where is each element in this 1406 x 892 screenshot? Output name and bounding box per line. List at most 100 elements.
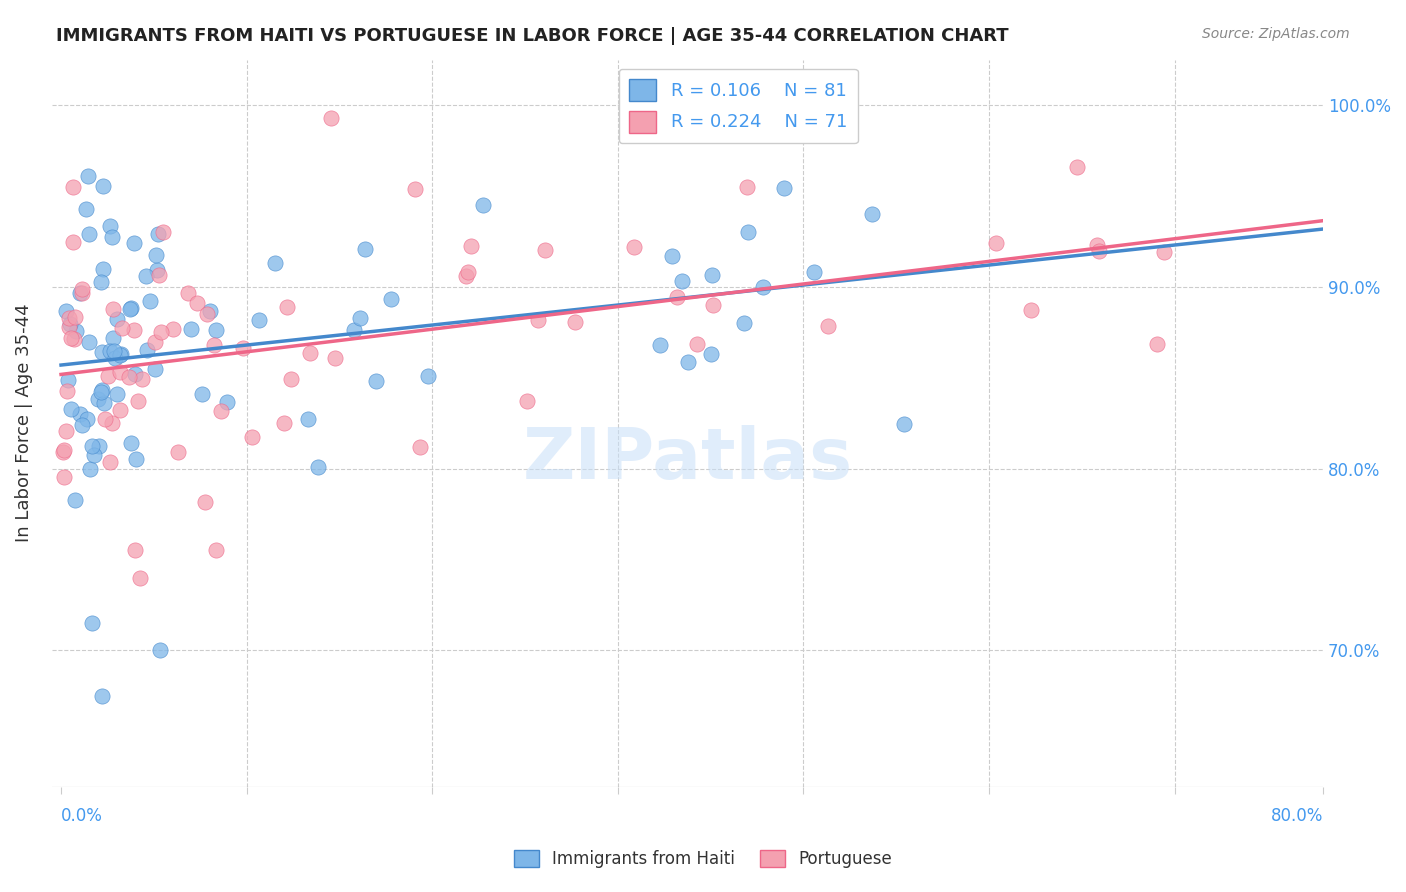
Point [209,403,232,417]
Point [110,365,132,379]
Point [217,395,239,409]
Point [648,338,671,352]
Point [138,293,160,308]
Point [91,178,114,193]
Point [124,367,146,381]
Point [343,323,366,337]
Point [893,417,915,431]
Point [1021,303,1043,318]
Point [817,318,839,333]
Point [247,313,270,327]
Point [55,424,77,438]
Point [58,319,80,334]
Point [65,324,87,338]
Point [77,169,100,183]
Point [280,372,302,386]
Point [122,235,145,250]
Point [737,180,759,194]
Point [146,227,169,241]
Point [699,347,721,361]
Point [82,439,104,453]
Point [180,321,202,335]
Point [58,373,80,387]
Point [97,368,120,383]
Point [564,315,586,329]
Point [69,407,91,421]
Point [72,282,94,296]
Point [145,248,167,262]
Point [124,543,146,558]
Point [534,243,557,257]
Point [135,343,157,358]
Point [75,202,97,216]
Point [186,296,208,310]
Point [101,331,124,345]
Point [59,317,82,331]
Point [1066,160,1088,174]
Point [860,207,883,221]
Point [232,341,254,355]
Point [145,263,167,277]
Point [167,444,190,458]
Point [409,440,432,454]
Text: 80.0%: 80.0% [1271,806,1323,824]
Point [79,227,101,241]
Point [152,225,174,239]
Point [69,285,91,300]
Point [105,386,128,401]
Point [108,348,131,362]
Point [60,331,83,345]
Point [986,236,1008,251]
Point [752,280,775,294]
Point [87,392,110,407]
Point [803,265,825,279]
Point [93,395,115,409]
Point [100,230,122,244]
Point [200,303,222,318]
Point [79,461,101,475]
Point [87,439,110,453]
Point [297,412,319,426]
Point [65,492,87,507]
Point [457,265,479,279]
Point [671,274,693,288]
Point [702,268,724,282]
Point [70,286,93,301]
Point [349,311,371,326]
Point [273,416,295,430]
Point [240,430,263,444]
Point [90,689,112,703]
Point [321,111,343,125]
Point [205,543,228,558]
Point [416,368,439,383]
Point [404,181,426,195]
Point [91,344,114,359]
Point [685,336,707,351]
Point [94,412,117,426]
Point [264,256,287,270]
Point [82,615,104,630]
Point [63,310,86,324]
Point [55,304,77,318]
Point [118,369,141,384]
Text: 0.0%: 0.0% [60,806,103,824]
Point [91,384,114,398]
Point [127,394,149,409]
Point [307,459,329,474]
Point [460,239,482,253]
Point [364,374,387,388]
Point [62,332,84,346]
Point [110,347,132,361]
Point [702,298,724,312]
Point [190,387,212,401]
Text: Source: ZipAtlas.com: Source: ZipAtlas.com [1202,27,1350,41]
Point [456,268,478,283]
Point [148,268,170,283]
Point [162,322,184,336]
Point [177,285,200,300]
Legend: R = 0.106    N = 81, R = 0.224    N = 71: R = 0.106 N = 81, R = 0.224 N = 71 [619,69,858,144]
Point [276,300,298,314]
Point [98,344,121,359]
Point [1087,238,1109,252]
Point [733,316,755,330]
